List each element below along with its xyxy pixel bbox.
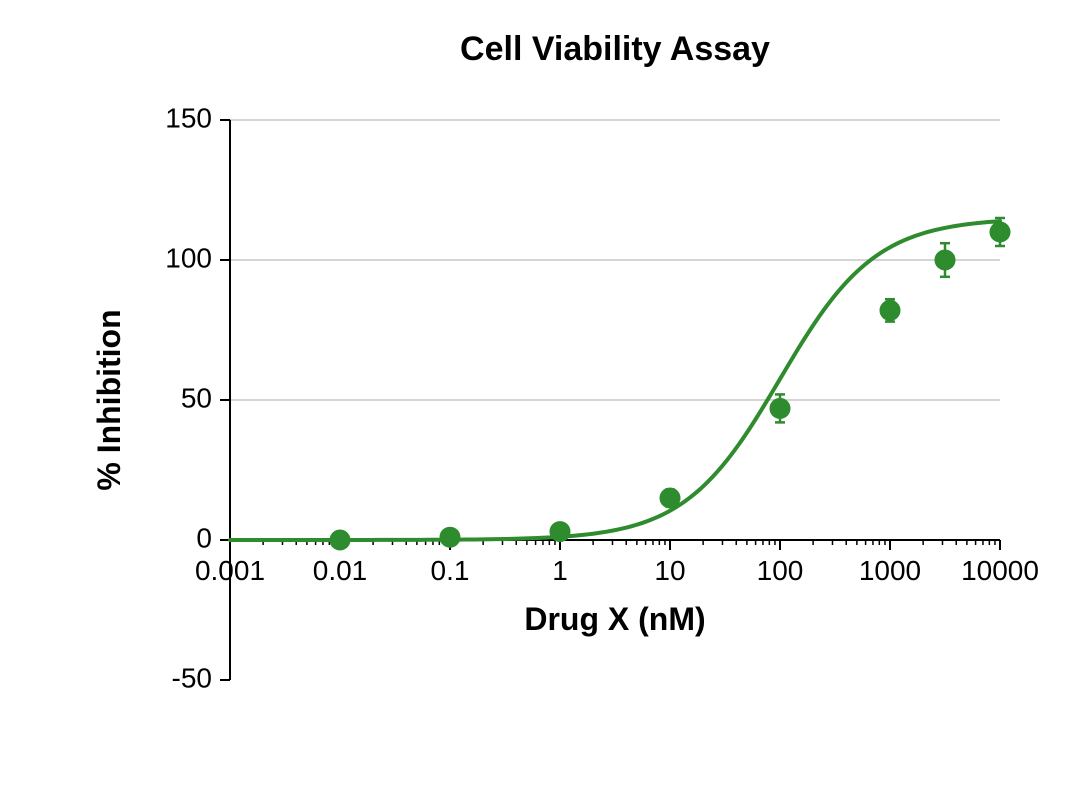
y-tick-label: 50 (181, 382, 212, 413)
x-tick-label: 0.01 (313, 555, 368, 586)
data-point (330, 530, 350, 550)
x-axis-title: Drug X (nM) (524, 601, 705, 637)
x-tick-label: 10000 (961, 555, 1039, 586)
data-point (770, 398, 790, 418)
y-tick-label: -50 (172, 662, 212, 693)
x-tick-label: 1000 (859, 555, 921, 586)
data-point (880, 300, 900, 320)
y-axis-title: % Inhibition (91, 309, 127, 490)
y-tick-label: 150 (165, 102, 212, 133)
data-point (660, 488, 680, 508)
x-tick-label: 1 (552, 555, 568, 586)
data-point (550, 522, 570, 542)
x-tick-label: 0.001 (195, 555, 265, 586)
chart-title: Cell Viability Assay (460, 30, 770, 68)
y-tick-label: 100 (165, 242, 212, 273)
dose-response-chart: -50 0 50 100 150 0.001 0.01 0.1 1 10 100 1000 10000 C… (0, 0, 1080, 807)
y-tick-label: 0 (196, 522, 212, 553)
x-tick-label: 10 (654, 555, 685, 586)
x-tick-label: 0.1 (431, 555, 470, 586)
data-point (440, 527, 460, 547)
data-point (990, 222, 1010, 242)
fit-curve (230, 221, 1000, 540)
data-point (935, 250, 955, 270)
x-tick-label: 100 (757, 555, 804, 586)
